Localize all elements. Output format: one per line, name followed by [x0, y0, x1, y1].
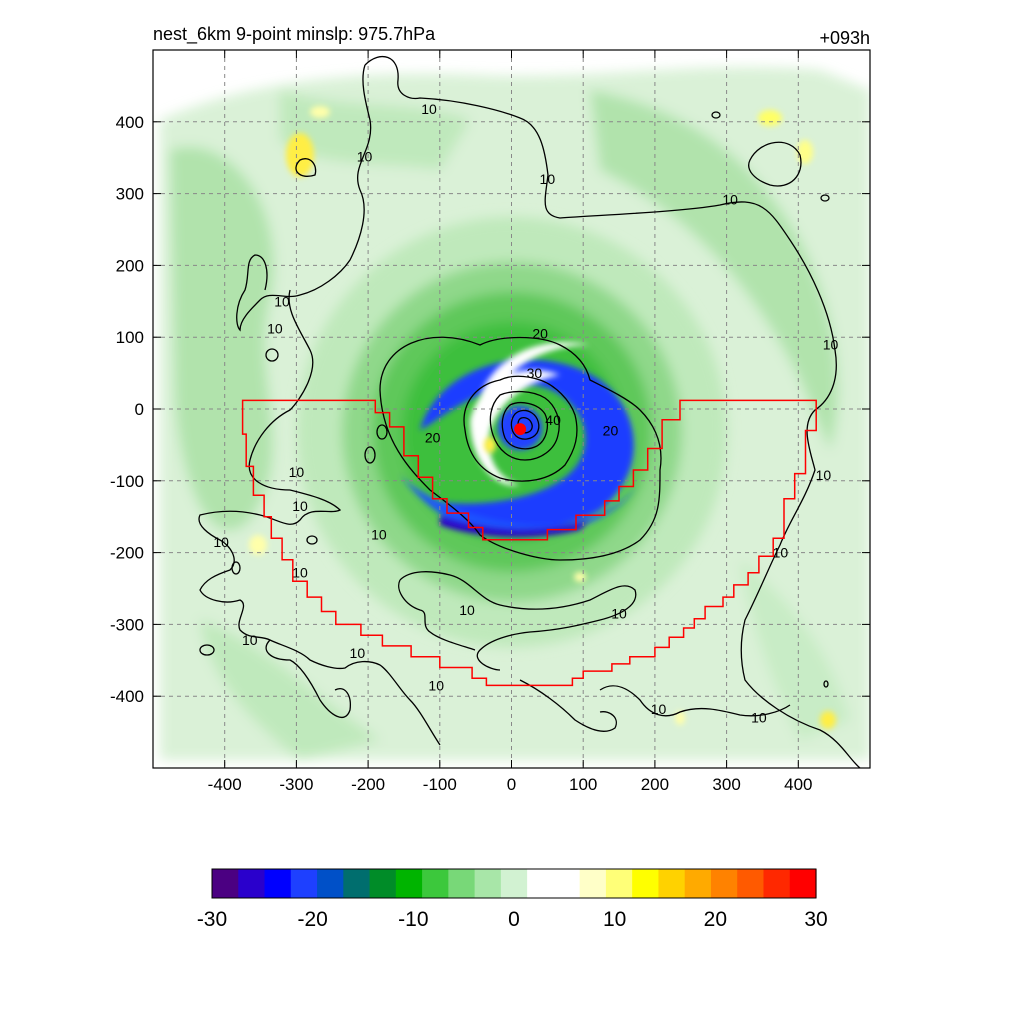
colorbar-swatch	[737, 869, 765, 898]
colorbar-swatch	[579, 869, 607, 898]
colorbar-tick-label: -10	[398, 908, 428, 931]
storm-center-marker	[514, 423, 527, 436]
contour-label: 10	[651, 701, 667, 717]
x-tick-label: -300	[279, 775, 313, 794]
contour-label: 10	[267, 321, 283, 337]
contour-label: 20	[603, 423, 619, 439]
contour-label: 40	[545, 412, 561, 428]
contour-label: 10	[242, 632, 258, 648]
contour-label: 10	[289, 464, 305, 480]
colorbar-swatch	[264, 869, 292, 898]
colorbar-swatch	[212, 869, 239, 898]
contour-lines	[198, 56, 861, 768]
x-tick-label: -100	[423, 775, 457, 794]
colorbar-swatch	[290, 869, 318, 898]
colorbar-swatch	[238, 869, 266, 898]
colorbar-swatch	[527, 869, 554, 898]
contour-labels: 10 10 10 10 10 10 10 20 30 40 20 20 10 10 10 10 10 10 10 10…	[213, 101, 838, 726]
colorbar-tick-label: 10	[603, 908, 626, 931]
contour-label: 10	[611, 606, 627, 622]
contour-label: 10	[292, 498, 308, 514]
contour-label: 20	[425, 430, 441, 446]
colorbar-frame	[211, 868, 817, 899]
contour-label: 10	[428, 677, 444, 693]
colorbar-swatch	[500, 869, 528, 898]
y-tick-label: 100	[116, 328, 144, 347]
chart-title: nest_6km 9-point minslp: 975.7hPa	[153, 24, 436, 45]
y-tick-label: 0	[135, 400, 144, 419]
colorbar-swatches	[212, 869, 817, 898]
x-tick-label: 0	[507, 775, 516, 794]
contour-label: 10	[371, 527, 387, 543]
y-tick-label: 300	[116, 185, 144, 204]
y-tick-label: 200	[116, 256, 144, 275]
colorbar-tick-label: -30	[197, 908, 227, 931]
y-tick-label: -300	[110, 615, 144, 634]
contour-label: 10	[421, 101, 437, 117]
contour-label: 10	[823, 336, 839, 352]
colorbar-swatch	[369, 869, 397, 898]
contour-label: 10	[350, 645, 366, 661]
colorbar-swatch	[632, 869, 660, 898]
colorbar-swatch	[448, 869, 476, 898]
x-axis: -400 -300 -200 -100 0 100 200 300 400	[208, 50, 812, 794]
x-tick-label: 200	[641, 775, 669, 794]
x-tick-label: 400	[784, 775, 812, 794]
y-tick-label: -200	[110, 544, 144, 563]
contour-label: 10	[292, 565, 308, 581]
contour-label: 10	[773, 545, 789, 561]
contour-label: 10	[459, 602, 475, 618]
y-tick-label: -100	[110, 472, 144, 491]
colorbar-swatch	[763, 869, 791, 898]
y-tick-label: 400	[116, 113, 144, 132]
x-tick-label: 100	[569, 775, 597, 794]
contour-label: 10	[213, 534, 229, 550]
colorbar-swatch	[395, 869, 423, 898]
contour-label: 20	[532, 326, 548, 342]
colorbar-swatch	[605, 869, 633, 898]
colorbar-swatch	[658, 869, 686, 898]
colorbar-swatch	[317, 869, 344, 898]
colorbar: -30 -20 -10 0 10 20 30	[197, 868, 828, 931]
colorbar-swatch	[710, 869, 738, 898]
contour-label: 10	[540, 171, 556, 187]
y-axis: -400 -300 -200 -100 0 100 200 300 400	[110, 113, 870, 706]
contour-label: 10	[722, 191, 738, 207]
colorbar-swatch	[474, 869, 502, 898]
colorbar-swatch	[789, 869, 817, 898]
colorbar-tick-label: 30	[804, 908, 827, 931]
forecast-hour-label: +093h	[819, 28, 870, 48]
colorbar-swatch	[553, 869, 581, 898]
y-tick-label: -400	[110, 687, 144, 706]
colorbar-swatch	[343, 869, 371, 898]
plot-area: 10 10 10 10 10 10 10 20 30 40 20 20 10 10 10 10 10 10 10 10…	[153, 50, 870, 768]
x-tick-label: -200	[351, 775, 385, 794]
contour-label: 30	[527, 365, 543, 381]
x-tick-label: 300	[712, 775, 740, 794]
colorbar-tick-label: -20	[297, 908, 327, 931]
colorbar-ticks: -30 -20 -10 0 10 20 30	[197, 908, 828, 931]
contour-label: 10	[751, 710, 767, 726]
colorbar-tick-label: 20	[704, 908, 727, 931]
x-tick-label: -400	[208, 775, 242, 794]
contour-label: 10	[816, 467, 832, 483]
contour-label: 10	[357, 148, 373, 164]
red-boundary-line	[241, 399, 817, 687]
colorbar-swatch	[684, 869, 712, 898]
colorbar-tick-label: 0	[508, 908, 520, 931]
contour-label: 10	[274, 293, 290, 309]
colorbar-swatch	[422, 869, 449, 898]
